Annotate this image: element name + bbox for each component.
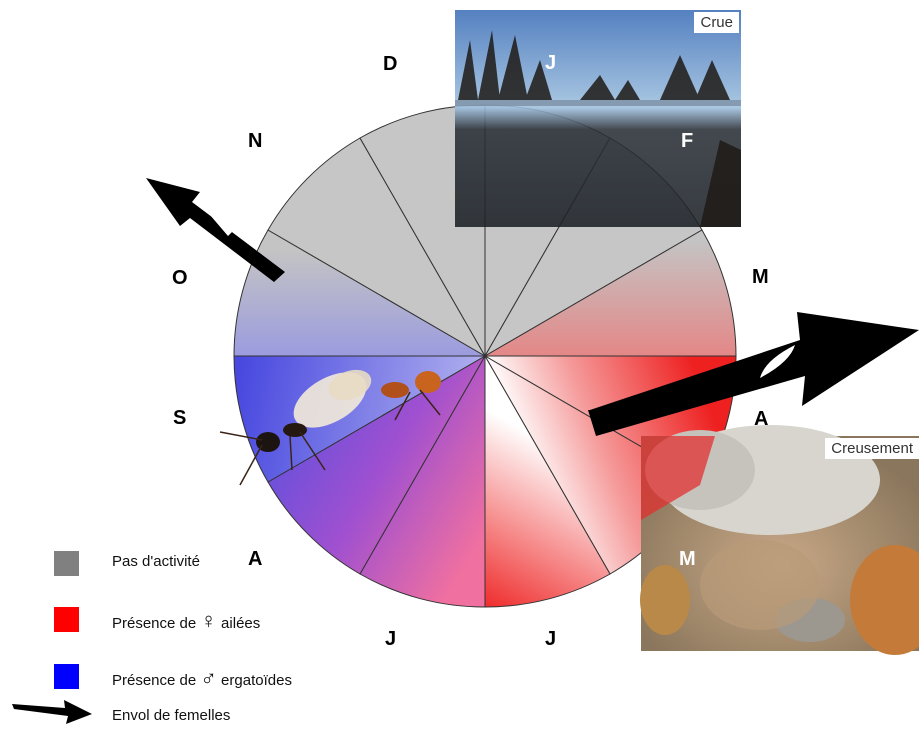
winged-ant-image — [219, 369, 441, 486]
month-label-august: A — [248, 548, 263, 570]
sector-july — [359, 354, 486, 608]
legend-swatch-inactive — [54, 551, 79, 576]
legend-ergatoid-suffix: ergatoïdes — [216, 672, 292, 689]
digging-photo-frame: Creusement M — [641, 436, 919, 651]
sector-march — [483, 229, 737, 357]
month-label-december: D — [383, 53, 398, 75]
female-flight-arrow-large — [588, 312, 919, 436]
legend-inactive-text: Pas d'activité — [112, 553, 200, 570]
month-label-june: J — [545, 628, 557, 650]
female-symbol-icon: ♀ — [200, 608, 217, 633]
month-label-july: J — [385, 628, 397, 650]
sector-november — [267, 137, 487, 358]
digging-photo-label: Creusement — [825, 438, 919, 459]
legend-winged-prefix: Présence de — [112, 615, 201, 632]
month-label-march: M — [752, 266, 769, 288]
legend-winged-females-text: Présence de ♀ ailées — [112, 608, 260, 634]
female-flight-arrow-small — [146, 178, 285, 282]
legend-swatch-winged-females — [54, 607, 79, 632]
month-label-september: S — [173, 407, 187, 429]
digging-photo — [640, 425, 919, 655]
month-wheel — [233, 104, 737, 608]
legend-ergatoid-prefix: Présence de — [112, 672, 201, 689]
sector-june — [484, 354, 611, 608]
month-label-april: A — [754, 408, 769, 430]
month-label-november: N — [248, 130, 263, 152]
flood-photo — [455, 10, 741, 227]
flood-photo-label: Crue — [694, 12, 739, 33]
legend-ergatoid-males-text: Présence de ♂ ergatoïdes — [112, 665, 292, 691]
legend-swatch-ergatoid-males — [54, 664, 79, 689]
sector-august — [267, 354, 487, 575]
month-label-october: O — [172, 267, 188, 289]
legend-winged-suffix: ailées — [216, 615, 261, 632]
sector-october — [233, 229, 487, 357]
legend-flight-text: Envol de femelles — [112, 707, 231, 724]
male-symbol-icon: ♂ — [200, 665, 217, 690]
photo-month-may: M — [679, 548, 696, 570]
legend-flight-arrow — [12, 700, 92, 724]
photo-month-february: F — [681, 130, 694, 152]
flood-photo-frame: Crue J F — [455, 10, 741, 227]
photo-month-january: J — [545, 52, 557, 74]
